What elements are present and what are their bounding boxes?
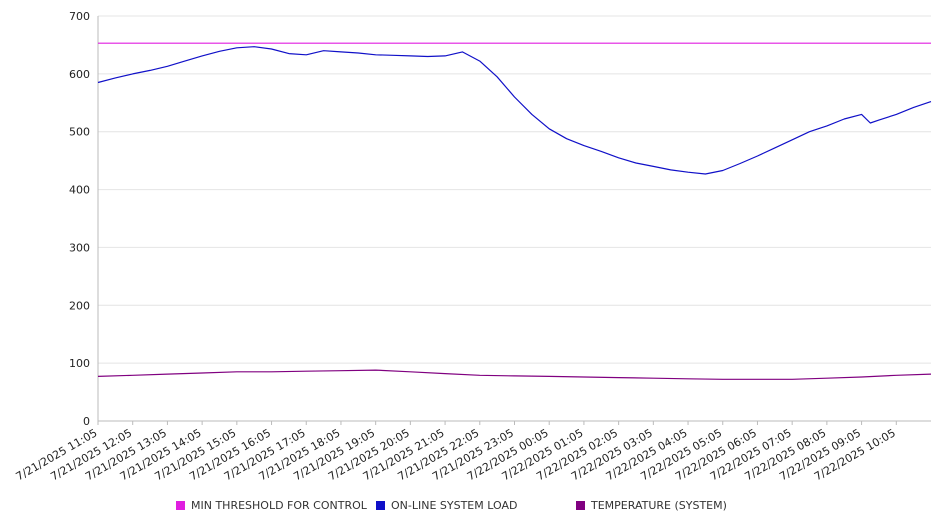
legend-item-threshold[interactable]: MIN THRESHOLD FOR CONTROL [176,499,367,512]
legend-label-temperature: TEMPERATURE (SYSTEM) [591,499,727,512]
y-tick-label: 300 [69,241,90,254]
y-tick-label: 200 [69,299,90,312]
grid-lines [98,15,931,422]
legend-label-threshold: MIN THRESHOLD FOR CONTROL [191,499,367,512]
legend: MIN THRESHOLD FOR CONTROL ON-LINE SYSTEM… [0,499,946,513]
legend-item-temperature[interactable]: TEMPERATURE (SYSTEM) [576,499,727,512]
legend-swatch-threshold [176,501,185,510]
legend-swatch-system-load [376,501,385,510]
series-lines [97,42,932,380]
y-tick-label: 0 [83,415,90,428]
legend-label-system-load: ON-LINE SYSTEM LOAD [391,499,518,512]
temperature-line [97,369,932,380]
x-axis: 7/21/2025 11:057/21/2025 12:057/21/2025 … [14,420,931,483]
y-axis: 0 100 200 300 400 500 600 700 [69,10,99,428]
system-load-line [97,46,932,175]
legend-item-system-load[interactable]: ON-LINE SYSTEM LOAD [376,499,517,512]
y-tick-label: 100 [69,357,90,370]
y-tick-label: 400 [69,184,90,197]
legend-swatch-temperature [576,501,585,510]
y-tick-label: 500 [69,126,90,139]
y-tick-label: 700 [69,10,90,23]
y-tick-label: 600 [69,68,90,81]
